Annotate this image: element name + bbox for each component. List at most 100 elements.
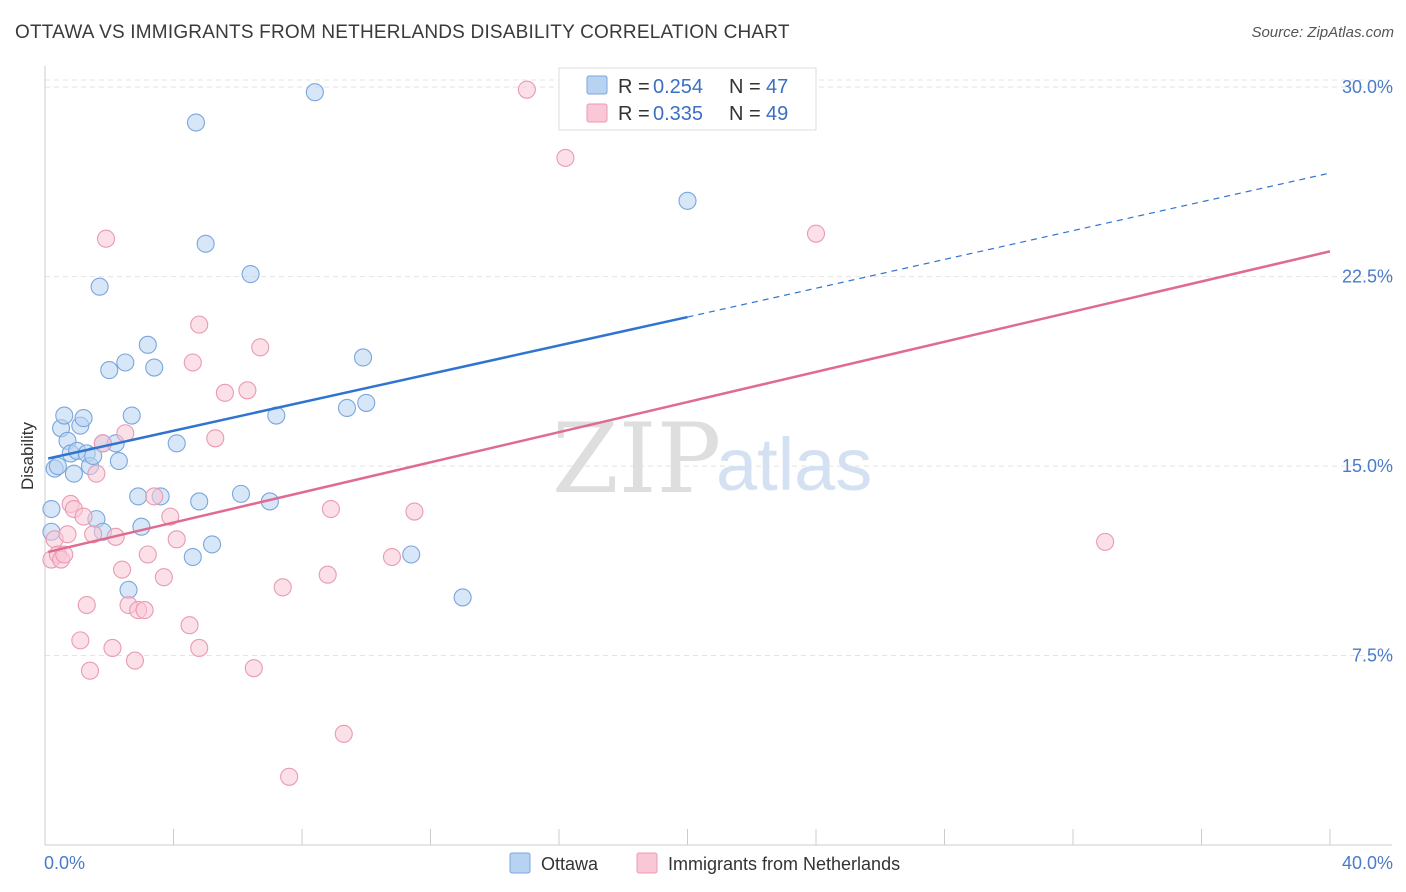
netherlands-point xyxy=(80,661,100,680)
netherlands-point xyxy=(517,80,536,99)
bottom-legend-swatch-ottawa xyxy=(509,852,531,874)
trend-lines xyxy=(47,172,1331,554)
ottawa-point xyxy=(196,234,215,253)
ottawa-point xyxy=(42,499,61,519)
ottawa-point xyxy=(116,353,135,372)
ottawa-point xyxy=(138,335,157,354)
ottawa-point xyxy=(55,406,74,425)
ottawa-trend-extension xyxy=(687,172,1331,318)
bottom-legend-label-netherlands: Immigrants from Netherlands xyxy=(668,854,900,874)
ottawa-point xyxy=(167,434,186,453)
bottom-legend: Ottawa Immigrants from Netherlands xyxy=(509,852,900,874)
legend-n-label: N = xyxy=(729,103,761,125)
ottawa-point xyxy=(402,545,421,564)
y-axis-label: Disability xyxy=(18,421,37,490)
y-tick-label: 15.0% xyxy=(1342,456,1393,476)
ottawa-point xyxy=(122,406,141,425)
bottom-legend-label-ottawa: Ottawa xyxy=(541,854,599,874)
netherlands-point xyxy=(103,638,122,658)
netherlands-point xyxy=(244,659,263,678)
source-label: Source: ZipAtlas.com xyxy=(1251,24,1394,41)
netherlands-point xyxy=(280,767,299,786)
netherlands-point xyxy=(113,560,132,579)
netherlands-point xyxy=(58,525,77,544)
ottawa-point xyxy=(109,451,128,471)
ottawa-point xyxy=(183,547,202,567)
netherlands-point xyxy=(161,507,180,526)
legend: R = 0.254 N = 47 R = 0.335 N = 49 xyxy=(558,67,817,131)
netherlands-point xyxy=(321,499,340,519)
axes xyxy=(44,66,1392,846)
series-ottawa-points xyxy=(42,83,697,607)
ottawa-point xyxy=(337,398,357,418)
x-tick-label: 0.0% xyxy=(44,853,85,873)
netherlands-point xyxy=(84,525,103,544)
netherlands-point xyxy=(71,631,90,650)
legend-r-value-netherlands: 0.335 xyxy=(653,103,703,125)
legend-r-value-ottawa: 0.254 xyxy=(653,76,703,98)
series-netherlands-points xyxy=(42,80,1115,786)
netherlands-point xyxy=(135,601,154,620)
watermark-zip: ZIP xyxy=(552,403,721,515)
netherlands-point xyxy=(125,651,144,670)
legend-r-label: R = xyxy=(618,103,650,125)
bottom-legend-swatch-netherlands xyxy=(636,852,658,874)
ottawa-point xyxy=(186,113,206,132)
ottawa-point xyxy=(357,393,376,412)
netherlands-point xyxy=(180,616,199,635)
legend-swatch-netherlands xyxy=(586,103,608,123)
netherlands-point xyxy=(334,724,353,743)
netherlands-point xyxy=(206,429,225,448)
netherlands-point xyxy=(556,148,575,167)
ottawa-point xyxy=(305,83,324,102)
y-tick-labels: 7.5% 15.0% 22.5% 30.0% xyxy=(1342,77,1393,665)
netherlands-point xyxy=(215,383,234,402)
ottawa-point xyxy=(353,348,373,367)
netherlands-point xyxy=(190,638,209,658)
netherlands-point xyxy=(77,595,96,615)
netherlands-point xyxy=(806,224,826,243)
watermark: ZIP atlas xyxy=(552,403,872,515)
y-tick-label: 22.5% xyxy=(1342,267,1393,287)
ottawa-point xyxy=(129,487,148,506)
netherlands-trend-line xyxy=(47,250,1331,554)
ottawa-point xyxy=(145,358,164,377)
ottawa-point xyxy=(453,588,472,607)
ottawa-point xyxy=(48,457,67,476)
ottawa-point xyxy=(100,361,119,380)
netherlands-point xyxy=(238,381,257,400)
legend-n-value-ottawa: 47 xyxy=(766,76,788,98)
netherlands-point xyxy=(183,353,202,372)
y-tick-label: 30.0% xyxy=(1342,77,1393,97)
netherlands-point xyxy=(154,568,173,587)
grid xyxy=(45,79,1392,657)
netherlands-point xyxy=(405,502,424,521)
x-tick-label: 40.0% xyxy=(1342,853,1393,873)
netherlands-point xyxy=(251,338,270,357)
netherlands-point xyxy=(74,507,93,526)
netherlands-point xyxy=(96,229,116,248)
netherlands-point xyxy=(273,578,292,597)
ottawa-point xyxy=(203,535,222,554)
ottawa-point xyxy=(678,191,697,210)
chart-title: OTTAWA VS IMMIGRANTS FROM NETHERLANDS DI… xyxy=(15,22,790,43)
ottawa-trend-line xyxy=(47,315,688,460)
ottawa-point xyxy=(64,464,83,483)
netherlands-point xyxy=(145,487,164,506)
legend-n-value-netherlands: 49 xyxy=(766,103,788,125)
ottawa-point xyxy=(190,492,209,511)
netherlands-point xyxy=(138,545,157,564)
x-tick-labels: 0.0% 40.0% xyxy=(44,853,1393,873)
legend-swatch-ottawa xyxy=(586,75,608,95)
ottawa-point xyxy=(74,409,93,428)
netherlands-point xyxy=(167,530,186,549)
ottawa-point xyxy=(119,580,138,599)
watermark-atlas: atlas xyxy=(716,423,872,506)
netherlands-point xyxy=(87,464,106,483)
netherlands-point xyxy=(190,315,209,334)
y-tick-label: 7.5% xyxy=(1352,646,1393,666)
legend-r-label: R = xyxy=(618,76,650,98)
netherlands-point xyxy=(93,434,112,453)
ottawa-point xyxy=(241,265,260,284)
